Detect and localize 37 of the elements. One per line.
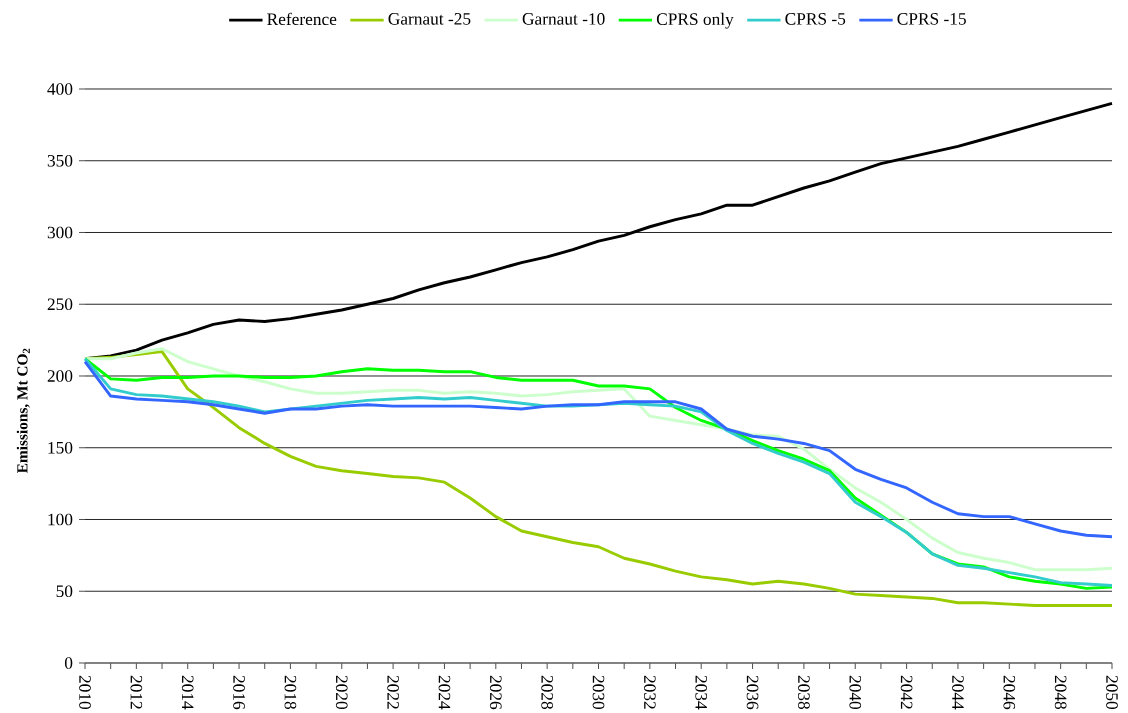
x-tick-label: 2026 [489, 675, 502, 710]
y-tick-label: 100 [48, 513, 73, 526]
y-axis-title: Emissions, Mt CO$_{2}$ [16, 348, 30, 474]
x-tick-label: 2050 [1106, 675, 1118, 710]
x-tick-label: 2012 [130, 675, 143, 709]
y-tick-label: 300 [47, 226, 73, 239]
x-tick-label: 2046 [1003, 675, 1016, 710]
x-tick-label: 2034 [695, 675, 708, 710]
y-tick-label: 250 [47, 298, 73, 311]
x-tick-label: 2048 [1054, 675, 1067, 710]
legend-label: Reference [267, 12, 337, 26]
x-tick-label: 2036 [746, 675, 759, 710]
x-tick-label: 2010 [79, 675, 91, 710]
x-tick-label: 2044 [952, 675, 964, 710]
y-tick-label: 150 [48, 441, 73, 454]
y-tick-label: 0 [64, 657, 73, 669]
y-tick-label: 350 [47, 154, 73, 167]
legend-label: CPRS -15 [897, 13, 966, 25]
x-tick-label: 2014 [181, 675, 194, 710]
y-tick-label: 50 [56, 585, 73, 598]
x-tick-label: 2018 [284, 675, 297, 710]
x-tick-label: 2030 [592, 675, 605, 710]
x-tick-label: 2020 [335, 675, 348, 710]
x-tick-label: 2024 [438, 675, 451, 710]
x-tick-label: 2040 [849, 675, 862, 710]
legend-label: Garnaut -25 [388, 13, 471, 25]
y-tick-label: 200 [47, 370, 73, 382]
x-tick-label: 2022 [387, 675, 399, 709]
legend-label: Garnaut -10 [522, 13, 605, 25]
x-tick-label: 2042 [900, 675, 913, 709]
x-tick-label: 2032 [644, 675, 656, 709]
legend-label: CPRS only [656, 12, 734, 29]
x-tick-label: 2028 [541, 675, 553, 710]
y-tick-label: 400 [47, 83, 73, 95]
x-tick-label: 2016 [233, 675, 245, 710]
x-tick-label: 2038 [798, 675, 810, 710]
legend-label: CPRS -5 [785, 13, 846, 25]
